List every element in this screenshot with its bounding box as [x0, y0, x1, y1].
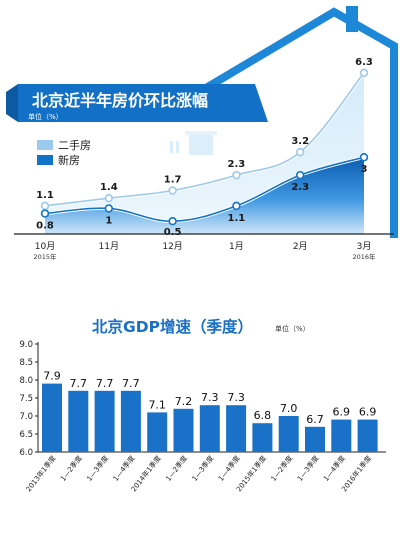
- x-tick-label: 1—2季度: [269, 454, 295, 483]
- data-point-second-hand: [168, 186, 177, 195]
- legend-swatch-second-hand: [37, 140, 53, 150]
- data-point-new-homes: [104, 204, 114, 213]
- y-tick-label: 6.0: [19, 448, 33, 458]
- data-label-second-hand: 2.3: [228, 159, 246, 170]
- gdp-growth-chart: 北京GDP增速（季度） 单位（%） 6.0 6.5 7.0 7.5 8.0 8.5 9.0 7.9…: [19, 317, 386, 494]
- data-point-new-homes: [296, 170, 305, 180]
- x-tick-label: 3月: [357, 241, 372, 252]
- window-decor: [185, 131, 217, 135]
- data-label-new-homes: 0.5: [164, 227, 182, 238]
- window-decor: [176, 141, 179, 153]
- x-tick-label: 1—2季度: [58, 454, 84, 483]
- x-tick-label: 12月: [162, 241, 182, 252]
- house-chimney: [346, 6, 358, 32]
- bar: [68, 390, 89, 452]
- bar: [252, 423, 273, 452]
- bar-value-label: 7.2: [175, 395, 193, 408]
- legend-label-new-homes: 新房: [58, 153, 80, 167]
- bar-value-label: 7.0: [280, 402, 298, 415]
- bar-value-label: 7.3: [201, 391, 219, 404]
- bar: [199, 405, 220, 452]
- chart-unit: 单位（%）: [28, 112, 63, 121]
- bar-value-label: 7.7: [122, 377, 140, 390]
- data-label-new-homes: 3: [361, 164, 368, 175]
- x-tick-label: 2月: [293, 241, 308, 252]
- data-label-second-hand: 1.1: [36, 190, 54, 201]
- data-label-second-hand: 1.7: [164, 175, 182, 186]
- bar-value-label: 6.9: [333, 406, 351, 419]
- bar: [42, 383, 62, 452]
- x-year-label: 2016年: [352, 252, 376, 261]
- legend-label-second-hand: 二手房: [58, 138, 91, 152]
- window-decor: [189, 135, 213, 155]
- title-band: [18, 84, 268, 122]
- bar: [357, 419, 378, 452]
- series-area-new-homes: [45, 157, 364, 234]
- bar: [120, 390, 141, 452]
- x-tick-label: 1月: [229, 241, 244, 252]
- data-label-second-hand: 1.4: [100, 182, 118, 193]
- data-label-new-homes: 1.1: [228, 213, 246, 224]
- bar-value-label: 7.9: [43, 370, 61, 383]
- title-band-fold: [6, 84, 18, 122]
- data-label-new-homes: 2.3: [291, 182, 309, 193]
- y-tick-label: 7.0: [19, 412, 33, 422]
- y-tick-label: 7.5: [19, 394, 33, 404]
- x-tick-label: 1—4季度: [111, 454, 137, 483]
- data-point-second-hand: [232, 170, 241, 180]
- x-tick-label: 10月: [35, 241, 55, 252]
- chart-unit: 单位（%）: [275, 324, 310, 333]
- data-label-second-hand: 3.2: [291, 136, 309, 147]
- data-point-second-hand: [359, 68, 369, 77]
- y-tick-label: 6.5: [19, 430, 33, 440]
- bar-value-label: 6.8: [254, 409, 272, 422]
- bar-value-label: 7.7: [96, 377, 114, 390]
- x-tick-label: 1—3季度: [295, 454, 321, 483]
- x-tick-label: 1—3季度: [190, 454, 216, 483]
- data-point-new-homes: [359, 153, 369, 162]
- bar-value-label: 7.1: [148, 398, 166, 411]
- data-point-second-hand: [104, 193, 114, 203]
- y-tick-label: 8.0: [19, 376, 33, 386]
- bar: [278, 416, 299, 452]
- bar: [173, 408, 194, 452]
- bar-value-label: 7.3: [227, 391, 245, 404]
- y-tick-label: 8.5: [19, 358, 33, 368]
- y-tick-label: 9.0: [19, 340, 33, 350]
- x-tick-label: 1—4季度: [216, 454, 242, 483]
- data-point-new-homes: [40, 209, 50, 218]
- bar: [147, 412, 168, 452]
- data-label-second-hand: 6.3: [355, 57, 373, 68]
- x-tick-label: 11月: [99, 241, 119, 252]
- bar-value-label: 7.7: [70, 377, 88, 390]
- data-point-second-hand: [40, 201, 50, 211]
- bar-value-label: 6.7: [306, 413, 324, 426]
- bar: [94, 390, 115, 452]
- chart-title: 北京GDP增速（季度）: [92, 317, 253, 336]
- data-point-new-homes: [232, 201, 241, 211]
- chart-title: 北京近半年房价环比涨幅: [32, 91, 208, 110]
- bar: [305, 426, 325, 452]
- legend-swatch-new-homes: [37, 155, 53, 165]
- data-point-second-hand: [296, 147, 305, 157]
- x-tick-label: 1—4季度: [321, 454, 347, 483]
- data-point-new-homes: [168, 217, 177, 226]
- x-tick-label: 1—2季度: [164, 454, 190, 483]
- series-line-new-homes: [44, 156, 365, 223]
- window-decor: [170, 141, 173, 153]
- data-label-new-homes: 1: [105, 215, 112, 226]
- data-label-new-homes: 0.8: [36, 221, 54, 232]
- x-tick-label: 1—3季度: [85, 454, 111, 483]
- house-frame: [203, 7, 398, 238]
- bar: [226, 405, 247, 452]
- bar: [331, 419, 352, 452]
- x-year-label: 2015年: [33, 252, 57, 261]
- x-tick-label: 2013年1季度: [24, 454, 58, 494]
- bar-value-label: 6.9: [359, 406, 377, 419]
